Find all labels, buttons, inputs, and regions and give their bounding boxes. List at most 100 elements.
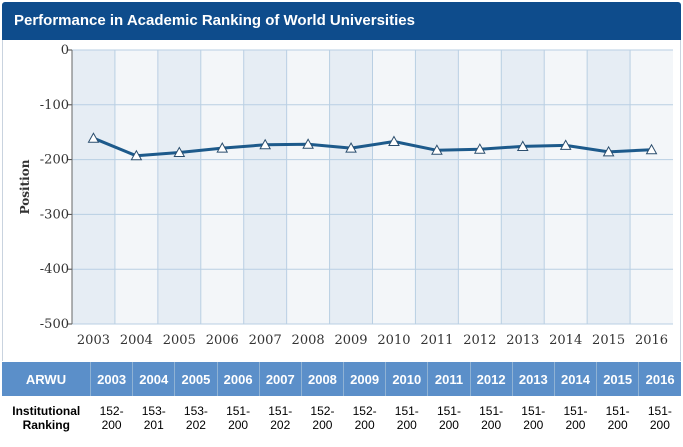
data-point-marker (388, 135, 400, 147)
table-header-label: ARWU (2, 362, 91, 396)
x-tick-label: 2013 (506, 333, 539, 348)
plot-band (329, 50, 373, 324)
data-point-marker (431, 144, 443, 155)
table-year-header: 2011 (427, 362, 471, 396)
table-year-header: 2006 (217, 362, 260, 396)
data-point-marker (602, 145, 615, 157)
table-ranking-cell: 152- 200 (344, 396, 386, 440)
ranking-value: 153- (141, 404, 166, 418)
x-tick-label: 2011 (420, 333, 453, 348)
table-header-row: ARWU 2003 2004 2005 2006 2007 2008 2009 2010 2011… (2, 362, 681, 396)
plot-band (415, 50, 459, 324)
x-tick-label: 2005 (163, 333, 196, 348)
table-ranking-cell: 151- 200 (470, 396, 512, 440)
ranking-value: 200 (523, 418, 544, 432)
x-tick-label: 2012 (463, 333, 496, 348)
ranking-value: 201 (143, 418, 164, 432)
ranking-value: 200 (481, 418, 502, 432)
table-year-header: 2010 (385, 362, 429, 396)
ranking-value: 200 (649, 418, 670, 432)
table-ranking-cell: 151- 200 (428, 396, 470, 440)
table-year-header: 2004 (132, 362, 176, 396)
plot-band (72, 50, 115, 324)
x-tick-label: 2008 (292, 333, 325, 348)
table-row-label: Institutional Ranking (2, 396, 91, 440)
data-point-marker (645, 143, 658, 155)
ranking-value: 152- (352, 404, 377, 418)
y-tick-label: -200 (40, 153, 69, 168)
x-tick-label: 2009 (334, 333, 367, 348)
ranking-value: 202 (185, 418, 206, 432)
chart-area: 0 -100 -200 -300 -400 -500 Position 2003 2004 200… (2, 40, 681, 361)
table-ranking-cell: 152- 200 (301, 396, 343, 440)
table-ranking-cell: 151- 200 (554, 396, 596, 440)
data-point-marker (259, 138, 272, 150)
y-tick-label: 0 (61, 43, 69, 58)
ranking-table: ARWU 2003 2004 2005 2006 2007 2008 2009 2010 2011… (2, 362, 681, 440)
row-label-line1: Institutional (12, 404, 81, 418)
table-year-header: 2008 (301, 362, 345, 396)
ranking-value: 151- (521, 404, 546, 418)
table-ranking-row: Institutional Ranking 152- 200 153- 201 153- 20… (2, 396, 681, 440)
x-tick-label: 2014 (549, 333, 582, 348)
ranking-value: 152- (310, 404, 335, 418)
table-ranking-cell: 151- 200 (512, 396, 554, 440)
table-ranking-cell: 151- 200 (639, 396, 681, 440)
table-ranking-cell: 151- 200 (386, 396, 428, 440)
x-tick-label: 2006 (206, 333, 239, 348)
ranking-value: 151- (563, 404, 588, 418)
data-point-marker (216, 142, 229, 153)
y-tick-label: -500 (40, 317, 69, 332)
x-tick-label: 2007 (249, 333, 282, 348)
table-year-header: 2015 (596, 362, 640, 396)
data-point-marker (559, 139, 572, 150)
table-year-header: 2013 (512, 362, 555, 396)
ranking-value: 151- (394, 404, 419, 418)
data-point-marker (516, 140, 529, 151)
row-label-line2: Ranking (22, 418, 70, 432)
table-year-header: 2003 (90, 362, 134, 396)
ranking-value: 151- (479, 404, 504, 418)
table-year-header: 2007 (259, 362, 302, 396)
ranking-value: 200 (354, 418, 375, 432)
ranking-value: 200 (228, 418, 249, 432)
table-ranking-cell: 153- 202 (175, 396, 217, 440)
ranking-value: 200 (438, 418, 459, 432)
x-tick-label: 2003 (77, 333, 110, 348)
line-chart: 0 -100 -200 -300 -400 -500 Position 2003 2004 200… (18, 43, 673, 348)
ranking-value: 151- (436, 404, 461, 418)
plot-band (157, 50, 201, 324)
table-ranking-cell: 152- 200 (91, 396, 133, 440)
data-point-marker (173, 146, 186, 157)
ranking-value: 200 (312, 418, 333, 432)
plot-band (243, 50, 287, 324)
ranking-value: 153- (183, 404, 208, 418)
ranking-value: 202 (270, 418, 291, 432)
table-year-header: 2009 (343, 362, 387, 396)
table-ranking-cell: 151- 200 (597, 396, 639, 440)
data-point-marker (87, 132, 100, 143)
y-tick-label: -100 (40, 98, 69, 113)
data-point-marker (130, 149, 143, 161)
ranking-value: 151- (268, 404, 293, 418)
ranking-value: 151- (226, 404, 251, 418)
y-axis-label: Position (18, 159, 32, 214)
y-tick-label: -300 (40, 207, 69, 222)
chart-title-bar: Performance in Academic Ranking of World… (2, 2, 681, 40)
table-year-header: 2012 (470, 362, 513, 396)
plot-band (501, 50, 545, 324)
series-line (92, 136, 652, 158)
x-tick-label: 2010 (377, 333, 410, 348)
ranking-value: 200 (101, 418, 122, 432)
x-tick-label: 2015 (592, 333, 625, 348)
y-tick-label: -400 (40, 262, 69, 277)
data-point-marker (473, 143, 486, 154)
ranking-value: 152- (99, 404, 124, 418)
chart-title: Performance in Academic Ranking of World… (14, 12, 415, 29)
table-ranking-cell: 151- 202 (259, 396, 301, 440)
ranking-value: 200 (565, 418, 586, 432)
x-tick-label: 2016 (635, 333, 668, 348)
table-year-header: 2005 (174, 362, 218, 396)
ranking-value: 151- (605, 404, 630, 418)
ranking-value: 151- (647, 404, 672, 418)
